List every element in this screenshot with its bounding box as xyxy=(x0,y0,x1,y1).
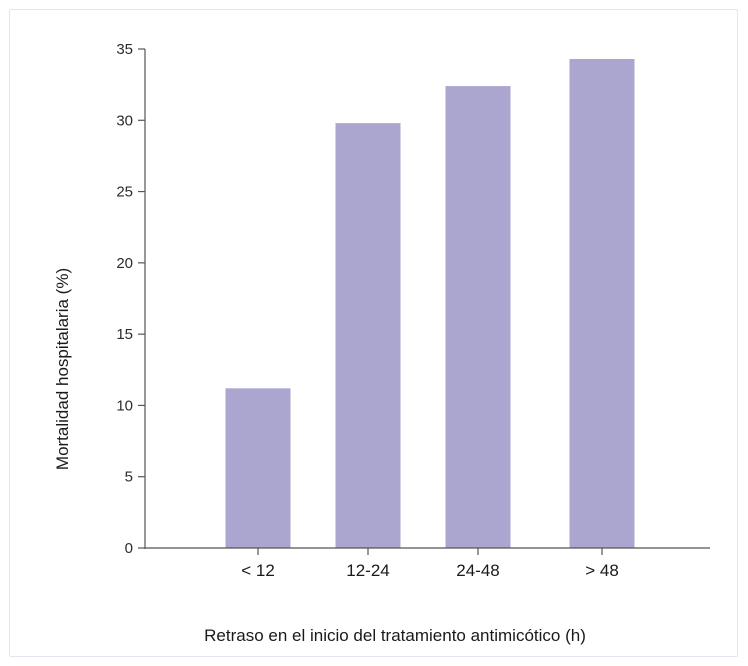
y-tick-label-30: 30 xyxy=(116,112,133,129)
x-tick-label-3: > 48 xyxy=(585,561,619,580)
x-axis-ticks: < 12 12-24 24-48 > 48 xyxy=(241,548,619,580)
y-tick-label-35: 35 xyxy=(116,41,133,58)
x-tick-label-1: 12-24 xyxy=(346,561,389,580)
x-axis-title: Retraso en el inicio del tratamiento ant… xyxy=(204,626,586,645)
y-tick-label-20: 20 xyxy=(116,255,133,272)
y-tick-label-5: 5 xyxy=(125,469,133,486)
y-tick-label-0: 0 xyxy=(125,540,133,557)
bars xyxy=(225,58,635,548)
axes xyxy=(144,49,710,549)
y-tick-label-25: 25 xyxy=(116,184,133,201)
y-tick-label-10: 10 xyxy=(116,397,133,414)
x-tick-label-0: < 12 xyxy=(241,561,275,580)
x-tick-label-2: 24-48 xyxy=(456,561,499,580)
bar-3 xyxy=(569,58,635,548)
bar-0 xyxy=(225,388,291,548)
y-tick-label-15: 15 xyxy=(116,326,133,343)
y-axis-ticks: 0 5 10 15 20 25 30 35 xyxy=(116,41,145,557)
y-axis-title: Mortalidad hospitalaria (%) xyxy=(53,268,72,470)
bar-2 xyxy=(445,86,511,548)
bar-1 xyxy=(335,123,401,548)
